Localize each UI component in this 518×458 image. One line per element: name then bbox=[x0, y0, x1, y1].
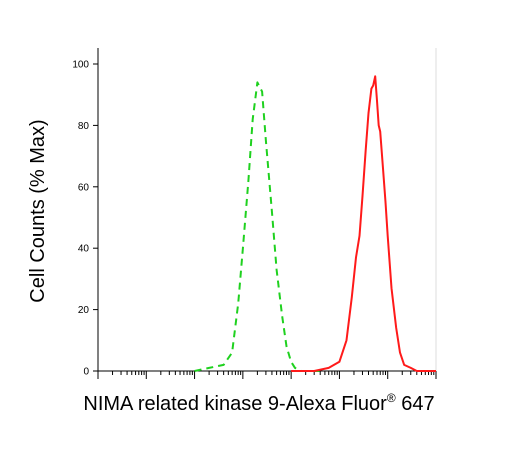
y-tick-label: 60 bbox=[78, 182, 90, 193]
histogram-series-dashed-green bbox=[194, 81, 321, 372]
x-axis-title-main: NIMA related kinase 9-Alexa Fluor bbox=[83, 393, 387, 415]
x-ticks bbox=[97, 371, 437, 379]
x-axis-title-registered-mark: ® bbox=[387, 391, 396, 405]
x-axis-title: NIMA related kinase 9-Alexa Fluor® 647 bbox=[83, 391, 434, 415]
y-tick-label: 40 bbox=[78, 244, 90, 255]
y-tick-label: 80 bbox=[78, 121, 90, 132]
plot-frame bbox=[97, 48, 437, 372]
y-tick-label: 20 bbox=[78, 305, 90, 316]
y-tick-label: 0 bbox=[83, 367, 89, 378]
y-axis-title: Cell Counts (% Max) bbox=[27, 119, 49, 302]
y-ticks: 0 20 40 60 80 100 bbox=[72, 60, 98, 378]
histogram-series-solid-red bbox=[291, 75, 436, 372]
y-tick-label: 100 bbox=[72, 60, 89, 71]
series-group bbox=[194, 75, 436, 372]
x-axis-title-tail: 647 bbox=[396, 393, 435, 415]
